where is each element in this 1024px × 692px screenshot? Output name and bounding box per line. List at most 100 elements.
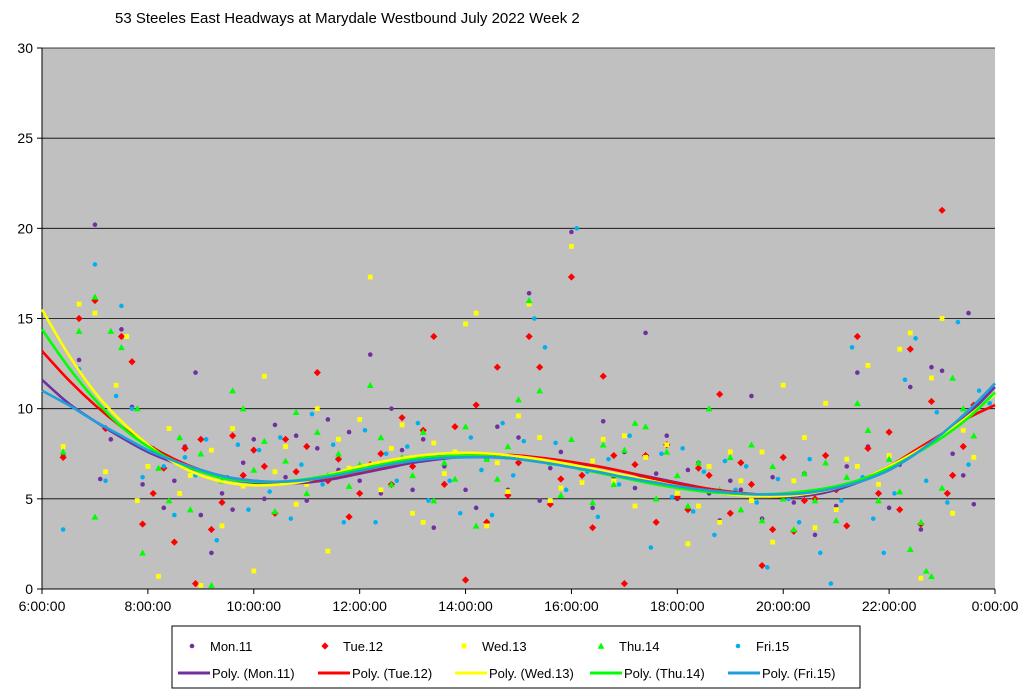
data-point xyxy=(950,510,956,516)
data-point xyxy=(791,500,797,505)
legend-label: Poly. (Wed.13) xyxy=(489,666,574,681)
data-point xyxy=(589,524,597,532)
data-point xyxy=(113,393,119,399)
data-point xyxy=(558,485,564,491)
data-point xyxy=(839,498,844,503)
data-point xyxy=(779,495,787,502)
data-point xyxy=(864,444,872,452)
data-point xyxy=(917,518,925,525)
data-point xyxy=(426,498,431,503)
data-point xyxy=(765,565,770,570)
data-point xyxy=(139,549,146,556)
chart-title: 53 Steeles East Headways at Marydale Wes… xyxy=(115,10,580,27)
data-point xyxy=(939,368,945,374)
x-tick-label: 16:00:00 xyxy=(544,598,599,614)
data-point xyxy=(537,435,543,440)
data-point xyxy=(568,435,575,443)
data-point xyxy=(928,572,935,580)
data-point xyxy=(525,297,533,304)
data-point xyxy=(579,480,585,486)
data-point xyxy=(738,487,744,493)
data-point xyxy=(943,489,951,498)
data-point xyxy=(611,478,617,484)
data-point xyxy=(304,498,310,503)
data-point xyxy=(176,434,184,441)
data-point xyxy=(589,499,597,506)
data-point xyxy=(362,428,368,433)
data-point xyxy=(897,346,903,352)
data-point xyxy=(282,457,289,464)
data-point xyxy=(945,500,950,505)
data-point xyxy=(620,446,628,453)
x-tick-label: 10:00:00 xyxy=(227,598,282,614)
data-point xyxy=(124,334,130,339)
data-point xyxy=(855,370,860,375)
data-point xyxy=(383,451,389,457)
data-point xyxy=(336,436,341,442)
data-point xyxy=(346,429,352,435)
data-point xyxy=(790,526,798,533)
data-point xyxy=(542,345,548,350)
data-point xyxy=(832,517,840,524)
data-point xyxy=(165,497,173,504)
data-point xyxy=(853,332,861,341)
data-point xyxy=(303,490,311,497)
data-point xyxy=(705,471,713,479)
data-point xyxy=(309,411,315,417)
data-point xyxy=(590,505,595,511)
data-point xyxy=(949,374,957,381)
data-point xyxy=(59,453,67,461)
data-point xyxy=(504,491,512,499)
data-point xyxy=(431,525,437,530)
data-point xyxy=(546,500,554,508)
data-point xyxy=(769,462,777,470)
data-point xyxy=(749,498,754,504)
data-point xyxy=(664,433,670,439)
data-point xyxy=(409,471,417,479)
data-point xyxy=(796,519,802,525)
data-point xyxy=(822,459,829,466)
data-point xyxy=(92,310,98,316)
data-point xyxy=(378,487,384,493)
data-point xyxy=(865,362,871,368)
data-point xyxy=(198,582,204,588)
data-point xyxy=(722,458,728,464)
data-point xyxy=(271,508,279,515)
data-point xyxy=(457,510,463,516)
data-point xyxy=(341,519,347,525)
data-point xyxy=(140,474,145,480)
y-tick-label: 20 xyxy=(17,220,33,236)
data-point xyxy=(817,550,823,556)
data-point xyxy=(483,455,491,462)
data-point xyxy=(219,491,225,496)
data-point xyxy=(643,330,648,336)
data-point xyxy=(749,393,754,399)
data-point xyxy=(923,478,929,484)
data-point xyxy=(727,449,733,455)
data-point xyxy=(283,474,288,480)
data-point xyxy=(389,445,394,451)
data-point xyxy=(557,475,565,483)
data-point xyxy=(377,434,385,441)
data-point xyxy=(304,482,310,487)
data-point xyxy=(288,516,294,521)
data-point xyxy=(367,274,373,280)
data-point xyxy=(674,491,680,496)
data-point xyxy=(149,489,157,498)
data-point xyxy=(959,405,967,412)
legend-marker xyxy=(189,643,195,649)
data-point xyxy=(388,481,395,488)
data-point xyxy=(399,422,405,428)
data-point xyxy=(595,514,601,520)
data-point xyxy=(187,472,193,478)
data-point xyxy=(812,532,818,538)
data-point xyxy=(758,561,766,570)
data-point xyxy=(759,449,765,455)
data-point xyxy=(949,471,957,479)
data-point xyxy=(695,459,702,466)
data-point xyxy=(166,426,172,431)
x-tick-label: 8:00:00 xyxy=(125,598,172,614)
data-point xyxy=(929,364,934,370)
data-point xyxy=(526,290,532,296)
